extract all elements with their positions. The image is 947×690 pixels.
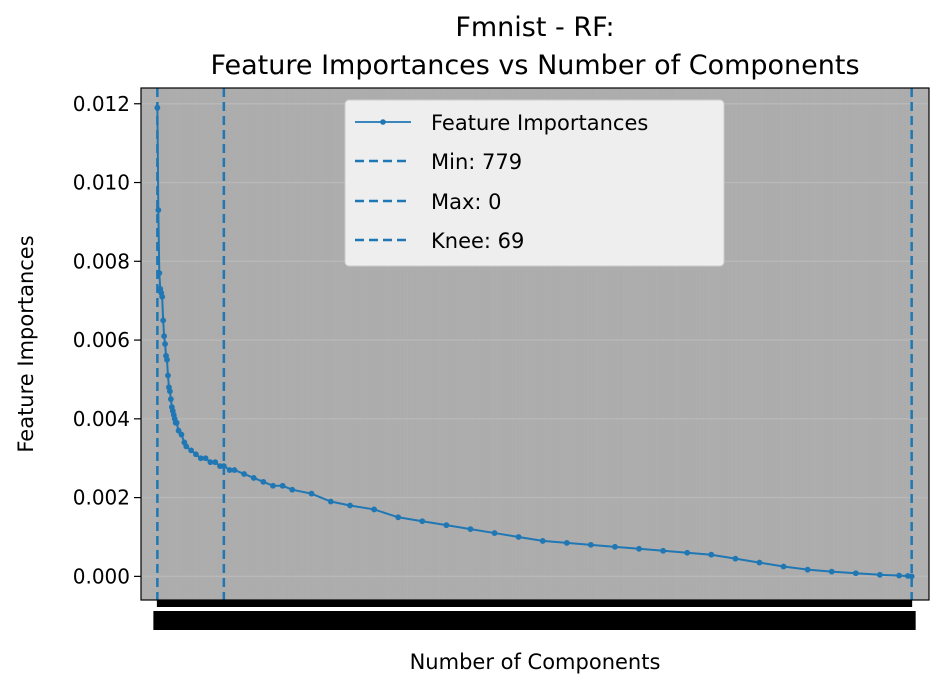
data-point: [231, 467, 238, 473]
data-point: [202, 455, 209, 462]
data-point: [188, 447, 194, 454]
legend-entry-feature-importances: Feature Importances: [355, 111, 648, 135]
data-point: [220, 463, 227, 469]
data-point: [908, 573, 915, 580]
chart-title-line-2: Feature Importances vs Number of Compone…: [210, 50, 859, 81]
chart-title: Fmnist - RF: Feature Importances vs Numb…: [210, 12, 859, 81]
y-tick-label: 0.008: [73, 249, 130, 273]
data-point: [260, 478, 267, 485]
data-point: [708, 551, 715, 558]
data-point: [612, 543, 618, 550]
data-point: [539, 538, 546, 544]
y-tick-label: 0.006: [73, 328, 130, 352]
data-point: [828, 568, 835, 575]
y-tick-label: 0.004: [73, 407, 130, 431]
data-point: [193, 451, 199, 458]
data-point: [161, 333, 168, 340]
data-point: [660, 547, 667, 554]
data-point: [164, 356, 170, 363]
legend-label-feature-importances: Feature Importances: [431, 111, 648, 135]
data-point: [241, 471, 247, 477]
data-point: [732, 555, 739, 562]
data-point: [226, 467, 233, 473]
y-tick-label: 0.002: [73, 486, 130, 510]
data-point: [212, 459, 219, 466]
x-axis-label: Number of Components: [410, 650, 661, 674]
data-point: [896, 572, 903, 579]
data-point: [876, 571, 883, 578]
y-tick-label: 0.000: [73, 564, 130, 588]
data-point: [443, 522, 450, 529]
data-point: [467, 526, 474, 533]
data-point: [156, 270, 163, 277]
data-point: [197, 455, 204, 462]
data-point: [515, 534, 522, 540]
y-axis-label: Feature Importances: [14, 235, 38, 452]
data-point: [250, 475, 257, 481]
series-layer: [154, 104, 915, 580]
data-point: [154, 104, 161, 111]
data-point: [419, 518, 426, 525]
y-tick-label: 0.012: [73, 92, 130, 116]
data-point: [780, 563, 787, 570]
data-point: [289, 486, 296, 493]
data-point: [165, 372, 171, 379]
legend-label-max: Max: 0: [431, 190, 502, 214]
legend-marker-icon: [380, 119, 386, 125]
data-point: [178, 431, 185, 438]
data-point: [491, 530, 498, 536]
legend: Feature Importances Min: 779 Max: 0 Knee…: [344, 99, 725, 267]
data-point: [587, 541, 594, 548]
x-ticks-dense: [156, 600, 913, 607]
data-point: [327, 498, 334, 505]
data-point: [371, 506, 378, 513]
y-axis: 0.000 0.002 0.004 0.006 0.008 0.010 0.012: [73, 92, 141, 588]
data-point: [183, 443, 190, 450]
x-tick-label-first: 0: [152, 610, 165, 634]
x-tick-label-last: 783: [878, 610, 916, 634]
data-point: [155, 207, 162, 213]
data-point: [160, 317, 167, 324]
legend-entry-knee: Knee: 69: [355, 229, 524, 253]
legend-entry-max: Max: 0: [355, 190, 502, 214]
legend-label-min: Min: 779: [431, 150, 522, 174]
data-point: [347, 502, 353, 509]
data-point: [166, 388, 173, 395]
data-point: [395, 514, 402, 521]
data-point: [159, 293, 166, 300]
data-point: [270, 482, 276, 489]
data-point: [684, 549, 691, 556]
data-point: [167, 396, 174, 403]
data-point: [162, 341, 168, 347]
legend-entry-min: Min: 779: [355, 150, 522, 174]
x-axis: 0 783: [152, 600, 917, 634]
data-point: [207, 459, 214, 466]
data-point: [804, 566, 811, 573]
legend-box: [344, 99, 725, 267]
data-point: [173, 419, 180, 426]
data-point: [636, 545, 642, 552]
x-tick-labels-band: [153, 611, 916, 630]
data-point: [279, 482, 286, 489]
legend-label-knee: Knee: 69: [431, 229, 524, 253]
data-point: [308, 490, 315, 497]
data-point: [563, 539, 570, 546]
chart-title-line-1: Fmnist - RF:: [455, 12, 614, 43]
data-point: [852, 570, 859, 577]
y-tick-label: 0.010: [73, 171, 130, 195]
data-point: [756, 559, 763, 566]
